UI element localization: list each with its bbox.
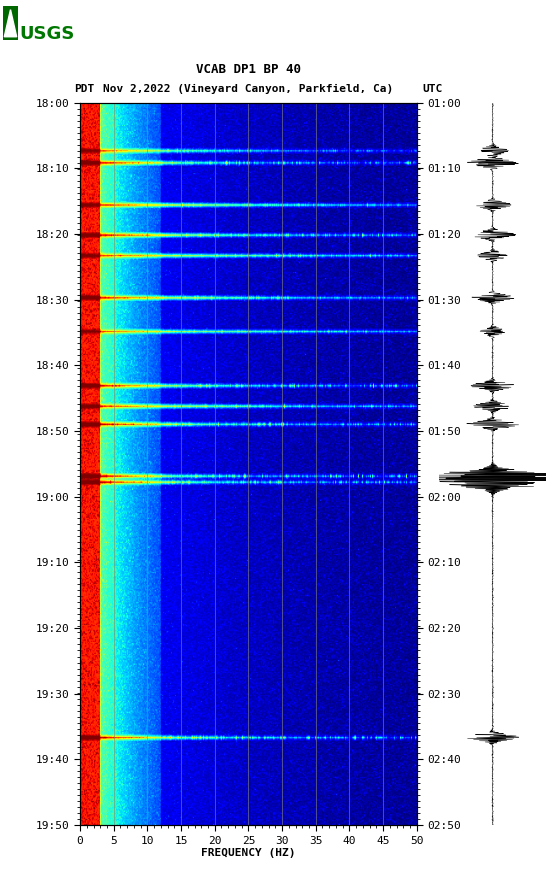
Polygon shape (3, 6, 18, 40)
Text: PDT: PDT (75, 84, 95, 95)
Text: Nov 2,2022 (Vineyard Canyon, Parkfield, Ca): Nov 2,2022 (Vineyard Canyon, Parkfield, … (103, 84, 394, 95)
X-axis label: FREQUENCY (HZ): FREQUENCY (HZ) (201, 848, 296, 858)
Text: UTC: UTC (422, 84, 443, 95)
Polygon shape (4, 10, 17, 37)
Text: USGS: USGS (19, 25, 75, 43)
Text: VCAB DP1 BP 40: VCAB DP1 BP 40 (196, 63, 301, 76)
